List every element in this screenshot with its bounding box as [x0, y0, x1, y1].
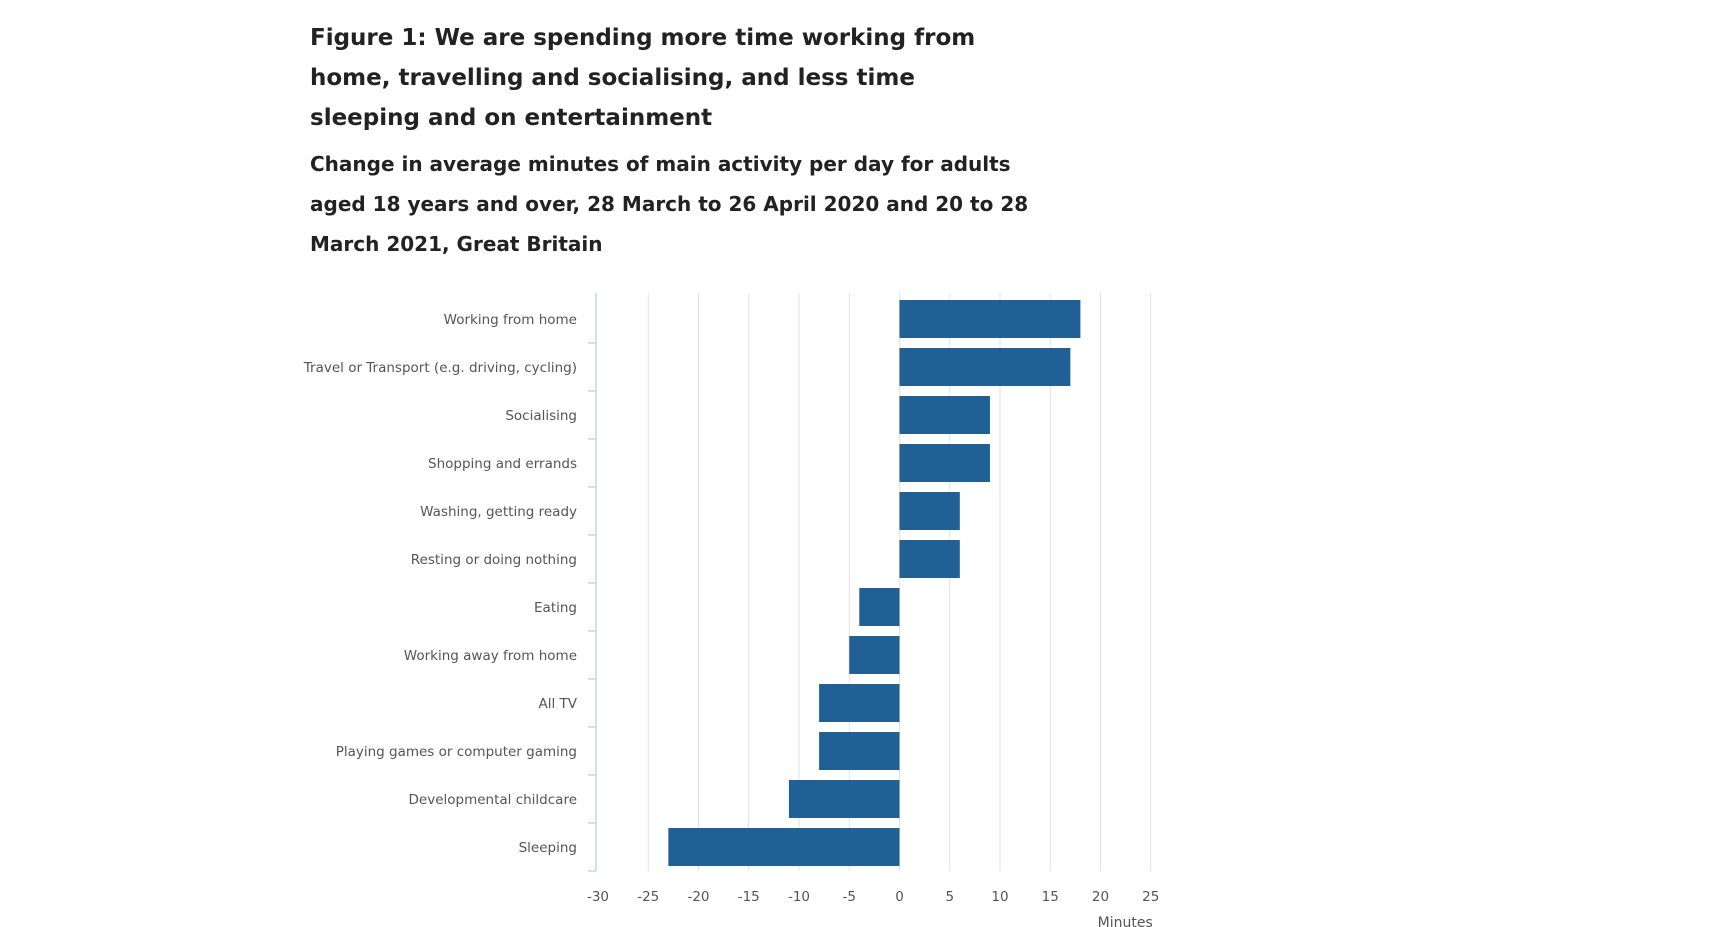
figure-title: Figure 1: We are spending more time work… — [310, 25, 976, 131]
bar — [899, 396, 990, 434]
bar — [899, 540, 960, 578]
category-label: Sleeping — [519, 840, 577, 856]
x-tick-label: 25 — [1142, 889, 1159, 905]
figure-subtitle: Change in average minutes of main activi… — [310, 152, 1029, 256]
category-label: Working from home — [444, 312, 577, 328]
category-label: Washing, getting ready — [420, 504, 577, 520]
category-label: Shopping and errands — [428, 456, 577, 472]
category-labels: Working from home Travel or Transport (e.… — [303, 312, 578, 856]
bar — [859, 588, 900, 626]
x-tick-label: 15 — [1042, 889, 1059, 905]
category-label: Socialising — [505, 408, 577, 424]
category-label: Developmental childcare — [409, 792, 578, 808]
x-tick-label: -15 — [738, 889, 760, 905]
tick-labels: -30 -25 -20 -15 -10 -5 0 5 10 15 20 25 — [587, 889, 1159, 905]
bar — [668, 828, 900, 866]
category-axis — [588, 293, 597, 872]
bar — [819, 732, 900, 770]
gridlines — [647, 293, 1152, 871]
x-tick-label: 20 — [1092, 889, 1109, 905]
category-label: Resting or doing nothing — [411, 552, 577, 568]
bar — [849, 636, 900, 674]
bar — [899, 492, 960, 530]
x-tick-label: 10 — [991, 889, 1008, 905]
bar — [819, 684, 900, 722]
category-label: Travel or Transport (e.g. driving, cycli… — [303, 360, 577, 376]
category-label: All TV — [538, 696, 577, 712]
figure-header: Figure 1: We are spending more time work… — [310, 18, 1170, 264]
x-tick-label: 5 — [945, 889, 954, 905]
category-label: Working away from home — [404, 648, 577, 664]
x-tick-label: -5 — [843, 889, 856, 905]
x-tick-label: -10 — [788, 889, 810, 905]
x-tick-label: -30 — [587, 889, 609, 905]
x-tick-label: -20 — [687, 889, 709, 905]
x-tick-label: 0 — [895, 889, 904, 905]
bar — [899, 444, 990, 482]
x-tick-label: -25 — [637, 889, 659, 905]
bar — [899, 300, 1081, 338]
bars — [668, 300, 1081, 866]
bar — [899, 348, 1071, 386]
bar — [788, 780, 900, 818]
category-label: Eating — [534, 600, 577, 616]
category-label: Playing games or computer gaming — [336, 744, 577, 760]
x-axis-title: Minutes — [1098, 915, 1153, 927]
